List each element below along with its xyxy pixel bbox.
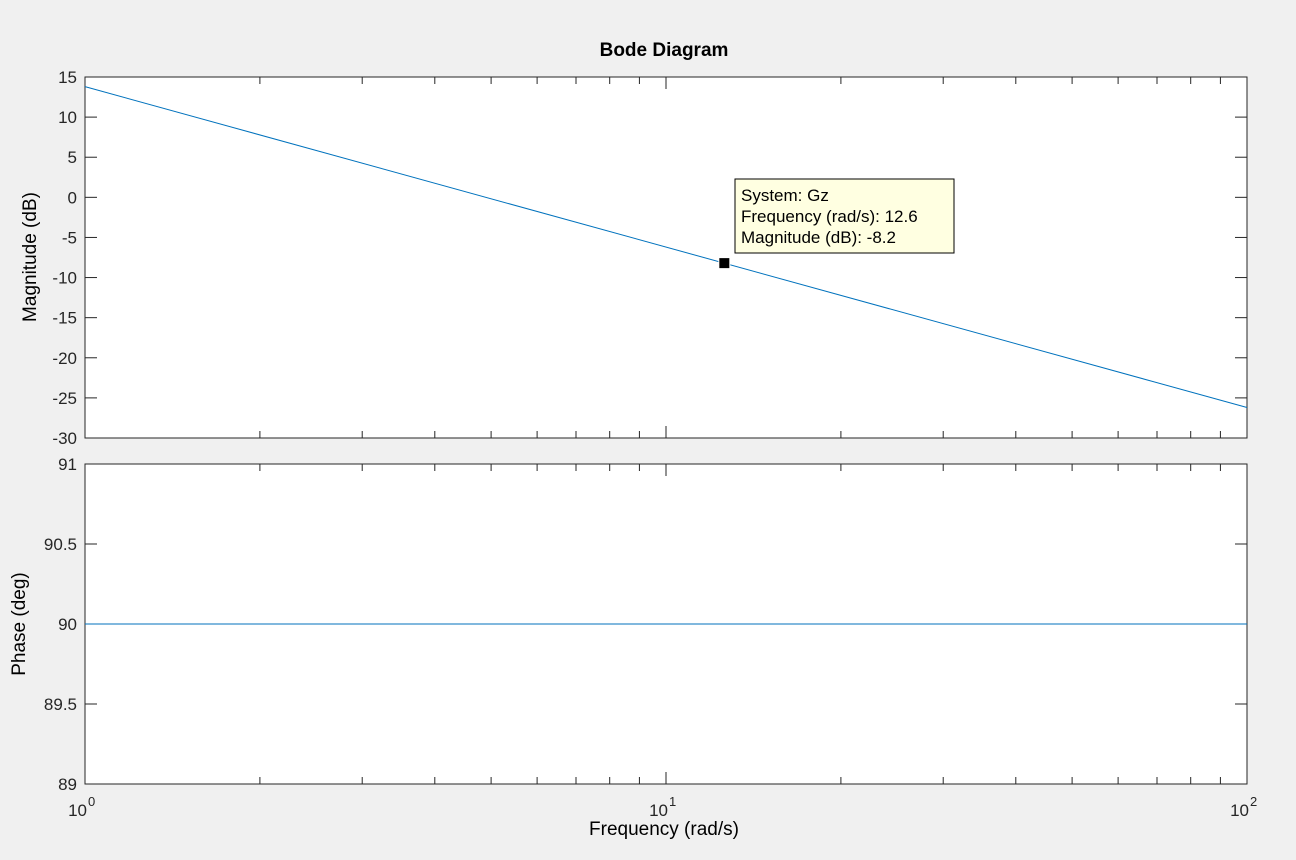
y-tick-label: -25 — [52, 389, 77, 408]
chart-title: Bode Diagram — [600, 40, 729, 61]
data-tip-marker[interactable] — [718, 257, 731, 270]
y-tick-label: 90.5 — [44, 535, 77, 554]
y-tick-label: -10 — [52, 269, 77, 288]
magnitude-y-ticks: 15 10 5 0 -5 -10 -15 -20 -25 -30 — [52, 68, 1247, 448]
x-tick-label: 10 — [649, 801, 668, 820]
magnitude-x-ticks — [84, 77, 1248, 438]
x-tick-label: 10 — [68, 801, 87, 820]
y-tick-label: 89 — [58, 775, 77, 794]
y-tick-label: -20 — [52, 349, 77, 368]
magnitude-series-line — [84, 86, 1248, 409]
y-tick-label: 10 — [58, 108, 77, 127]
phase-axes: 91 90.5 90 89.5 89 Phase (deg) — [9, 455, 1248, 794]
y-tick-label: 90 — [58, 615, 77, 634]
phase-x-ticks — [84, 464, 1248, 784]
magnitude-plot-area — [84, 76, 1248, 439]
data-tip-system: System: Gz — [741, 186, 829, 205]
data-tip-frequency: Frequency (rad/s): 12.6 — [741, 207, 918, 226]
x-tick-label-exponent: 2 — [1250, 794, 1257, 809]
x-axis-label: Frequency (rad/s) — [589, 819, 739, 840]
phase-y-ticks: 91 90.5 90 89.5 89 — [44, 455, 1247, 794]
data-tip-magnitude: Magnitude (dB): -8.2 — [741, 228, 896, 247]
y-tick-label: -30 — [52, 429, 77, 448]
y-tick-label: 89.5 — [44, 695, 77, 714]
y-tick-label: 5 — [68, 148, 77, 167]
y-tick-label: 15 — [58, 68, 77, 87]
magnitude-ylabel: Magnitude (dB) — [20, 192, 41, 322]
x-tick-label-exponent: 0 — [88, 794, 95, 809]
phase-ylabel: Phase (deg) — [9, 572, 30, 676]
data-tip[interactable]: System: Gz Frequency (rad/s): 12.6 Magni… — [718, 178, 955, 270]
data-tip-box — [734, 178, 955, 254]
y-tick-label: -5 — [62, 228, 77, 247]
y-tick-label: 0 — [68, 188, 77, 207]
magnitude-axes: 15 10 5 0 -5 -10 -15 -20 -25 -30 Magnitude (dB) — [20, 68, 1248, 448]
x-tick-label-exponent: 1 — [669, 794, 676, 809]
y-tick-label: -15 — [52, 309, 77, 328]
x-tick-label: 10 — [1230, 801, 1249, 820]
y-tick-label: 91 — [58, 455, 77, 474]
x-tick-labels: 10 0 10 1 10 2 — [68, 794, 1257, 820]
